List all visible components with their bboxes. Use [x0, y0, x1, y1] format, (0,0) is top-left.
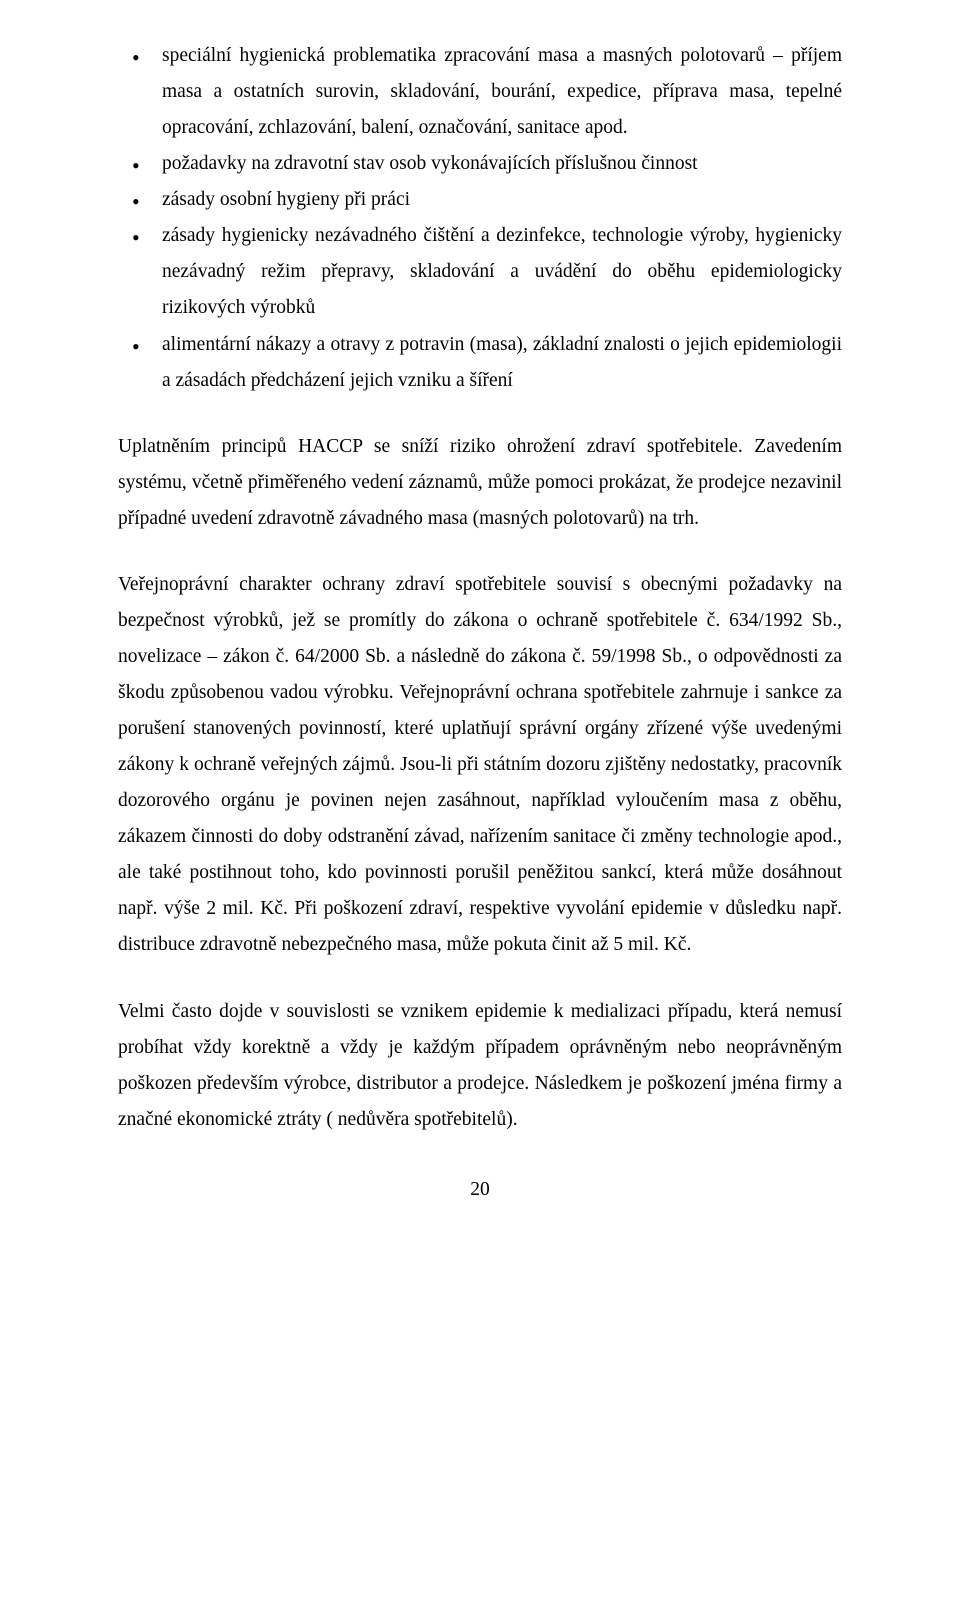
- bullet-item: zásady osobní hygieny při práci: [118, 182, 842, 218]
- bullet-item: zásady hygienicky nezávadného čištění a …: [118, 218, 842, 326]
- page-number: 20: [118, 1172, 842, 1208]
- body-paragraph: Uplatněním principů HACCP se sníží rizik…: [118, 429, 842, 537]
- bullet-item: speciální hygienická problematika zpraco…: [118, 38, 842, 146]
- bullet-list: speciální hygienická problematika zpraco…: [118, 38, 842, 399]
- body-paragraph: Veřejnoprávní charakter ochrany zdraví s…: [118, 567, 842, 964]
- bullet-item: požadavky na zdravotní stav osob vykonáv…: [118, 146, 842, 182]
- body-paragraph: Velmi často dojde v souvislosti se vznik…: [118, 994, 842, 1138]
- bullet-item: alimentární nákazy a otravy z potravin (…: [118, 327, 842, 399]
